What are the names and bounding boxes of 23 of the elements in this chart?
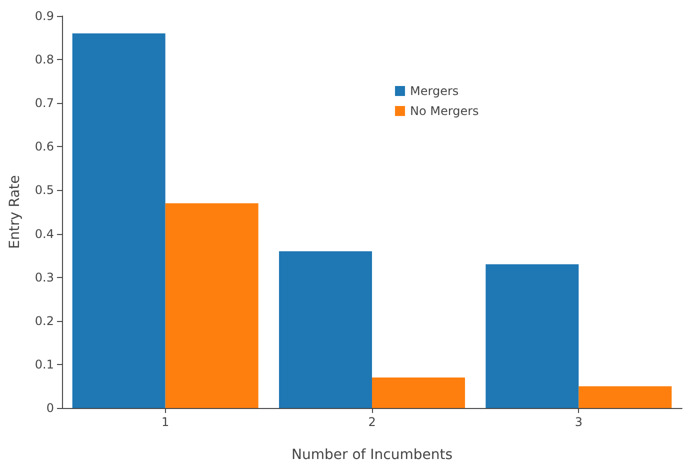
- y-tick-label: 0: [46, 401, 54, 415]
- y-tick-label: 0.2: [34, 314, 54, 328]
- y-tick-label: 0.5: [34, 183, 54, 198]
- bar: [578, 386, 672, 408]
- bar: [372, 378, 465, 408]
- x-axis-title: Number of Incumbents: [292, 447, 452, 463]
- bar: [486, 264, 579, 408]
- y-axis-title: Entry Rate: [7, 175, 23, 249]
- y-tick-label: 0.4: [34, 226, 54, 241]
- y-tick-label: 0.6: [34, 140, 54, 154]
- x-tick-label: 2: [368, 415, 376, 429]
- y-tick-label: 0.1: [34, 357, 54, 372]
- legend-label: No Mergers: [410, 104, 479, 118]
- x-tick-label: 3: [574, 415, 582, 429]
- legend-label: Mergers: [410, 84, 459, 98]
- bar: [279, 251, 372, 408]
- y-tick-label: 0.3: [34, 270, 54, 284]
- y-tick-label: 0.7: [34, 96, 54, 110]
- y-tick-label: 0.8: [34, 52, 54, 67]
- y-tick-label: 0.9: [34, 9, 54, 23]
- bar: [165, 203, 258, 408]
- bar: [72, 33, 166, 408]
- x-tick-label: 1: [162, 415, 170, 429]
